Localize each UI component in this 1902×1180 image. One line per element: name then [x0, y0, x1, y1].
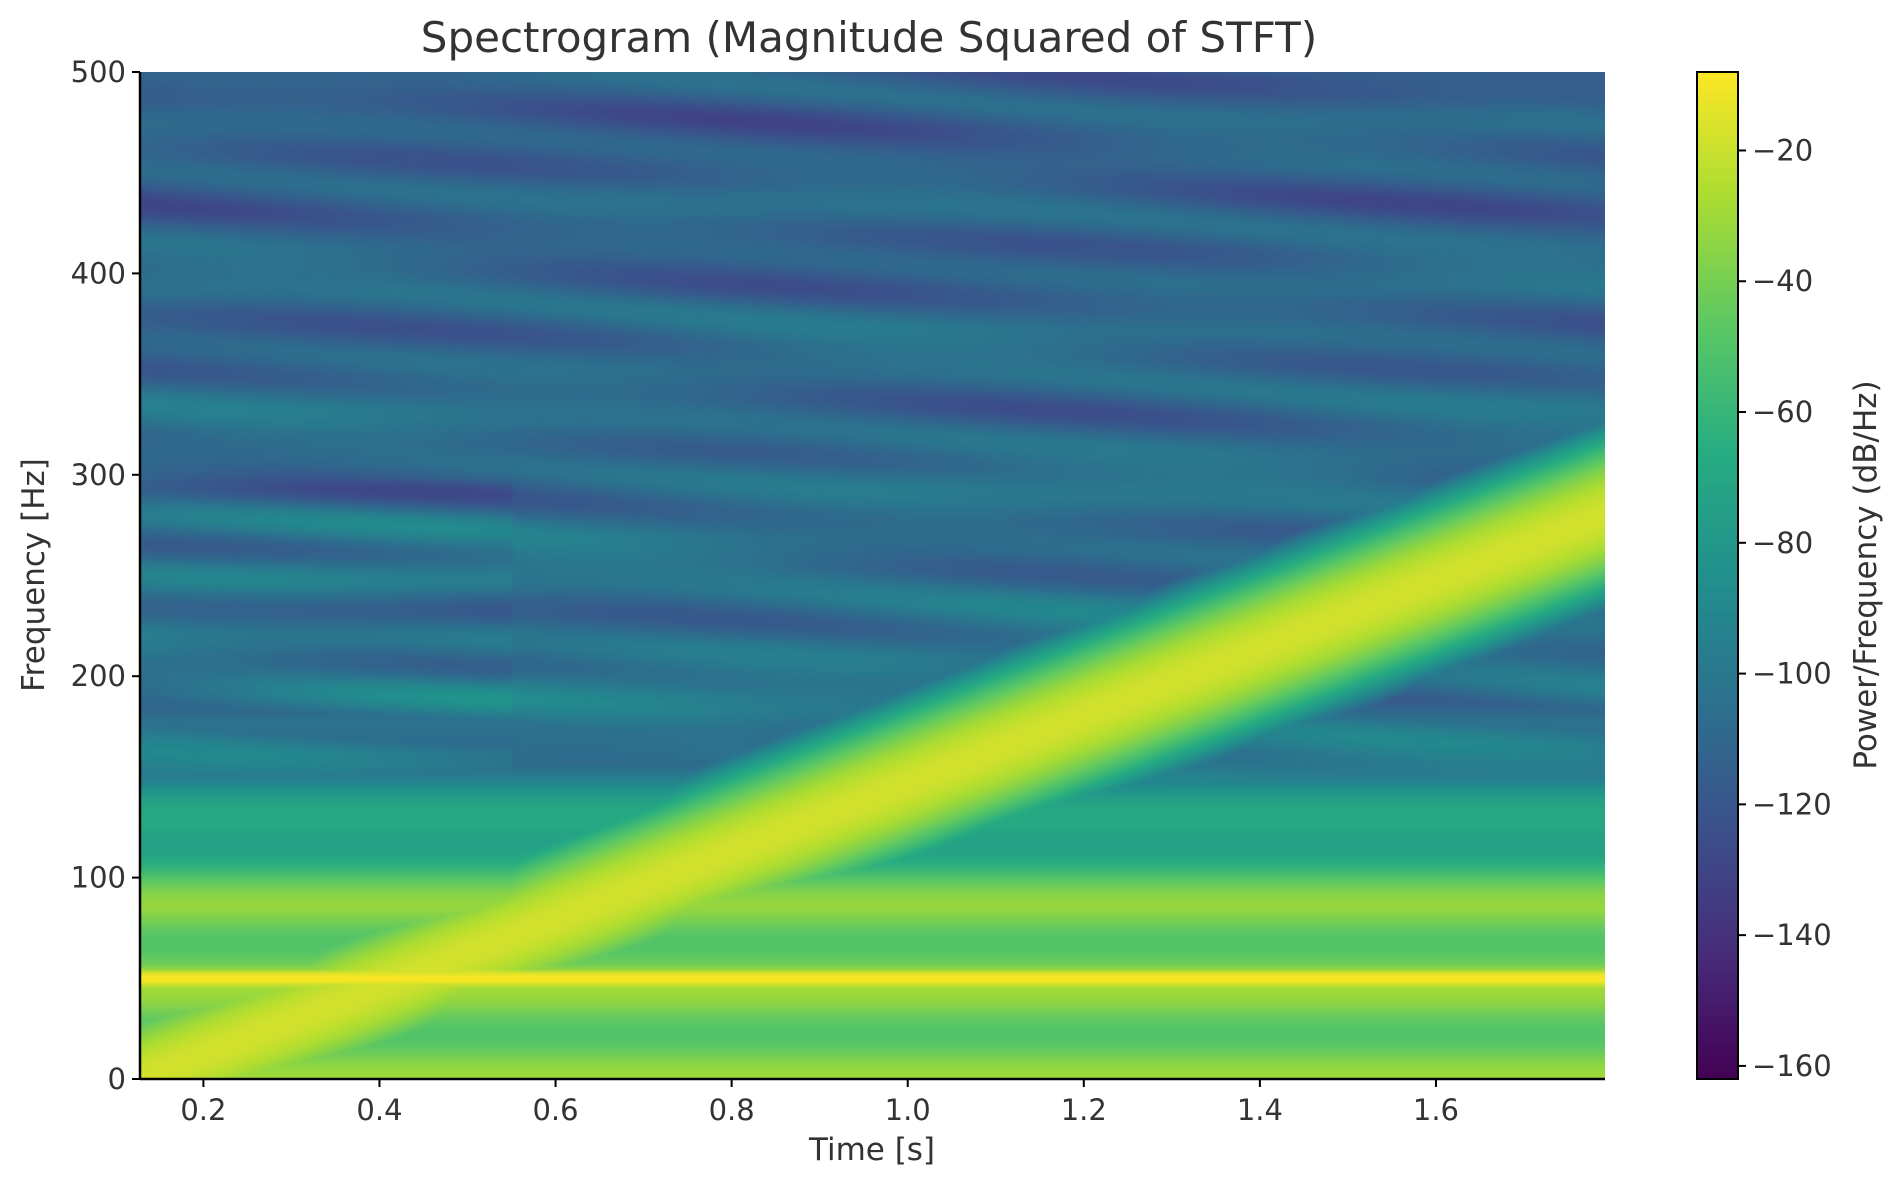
colorbar-gradient [1696, 71, 1739, 1080]
y-tick-label: 400 [71, 256, 126, 290]
x-tick-label: 0.8 [709, 1093, 755, 1127]
plot-area [138, 72, 1605, 1081]
x-tick-label: 1.0 [885, 1093, 931, 1127]
x-tick-label: 0.2 [180, 1093, 226, 1127]
colorbar-tick-label: −80 [1752, 526, 1813, 560]
chart-title: Spectrogram (Magnitude Squared of STFT) [421, 13, 1317, 62]
x-tick-label: 0.6 [532, 1093, 578, 1127]
colorbar-tick-label: −60 [1752, 395, 1813, 429]
colorbar-tick-label: −140 [1752, 918, 1832, 952]
y-tick-label: 500 [71, 55, 126, 89]
colorbar-tick-label: −20 [1752, 133, 1813, 167]
spectrogram-heatmap [140, 72, 1605, 1079]
x-tick-label: 1.2 [1061, 1093, 1107, 1127]
colorbar: −20 −40 −60 −80 −100 −120 −140 −160 Power/Frequ… [1696, 71, 1884, 1083]
colorbar-label: Power/Frequency (dB/Hz) [1848, 380, 1884, 769]
colorbar-tick-label: −160 [1752, 1049, 1832, 1083]
colorbar-tick-label: −120 [1752, 787, 1832, 821]
x-tick-label: 1.6 [1413, 1093, 1459, 1127]
colorbar-tick-label: −100 [1752, 657, 1832, 691]
y-tick-label: 300 [71, 458, 126, 492]
y-tick-label: 200 [71, 659, 126, 693]
x-tick-label: 0.4 [356, 1093, 402, 1127]
y-axis-label: Frequency [Hz] [16, 458, 52, 692]
y-tick-label: 100 [71, 861, 126, 895]
colorbar-ticks: −20 −40 −60 −80 −100 −120 −140 −160 [1738, 133, 1832, 1083]
x-axis-ticks: 0.2 0.4 0.6 0.8 1.0 1.2 1.4 1.6 [180, 1079, 1459, 1127]
y-axis-ticks: 0 100 200 300 400 500 [71, 55, 140, 1096]
x-axis-label: Time [s] [808, 1132, 935, 1168]
colorbar-tick-label: −40 [1752, 264, 1813, 298]
y-tick-label: 0 [108, 1062, 126, 1096]
x-tick-label: 1.4 [1237, 1093, 1283, 1127]
